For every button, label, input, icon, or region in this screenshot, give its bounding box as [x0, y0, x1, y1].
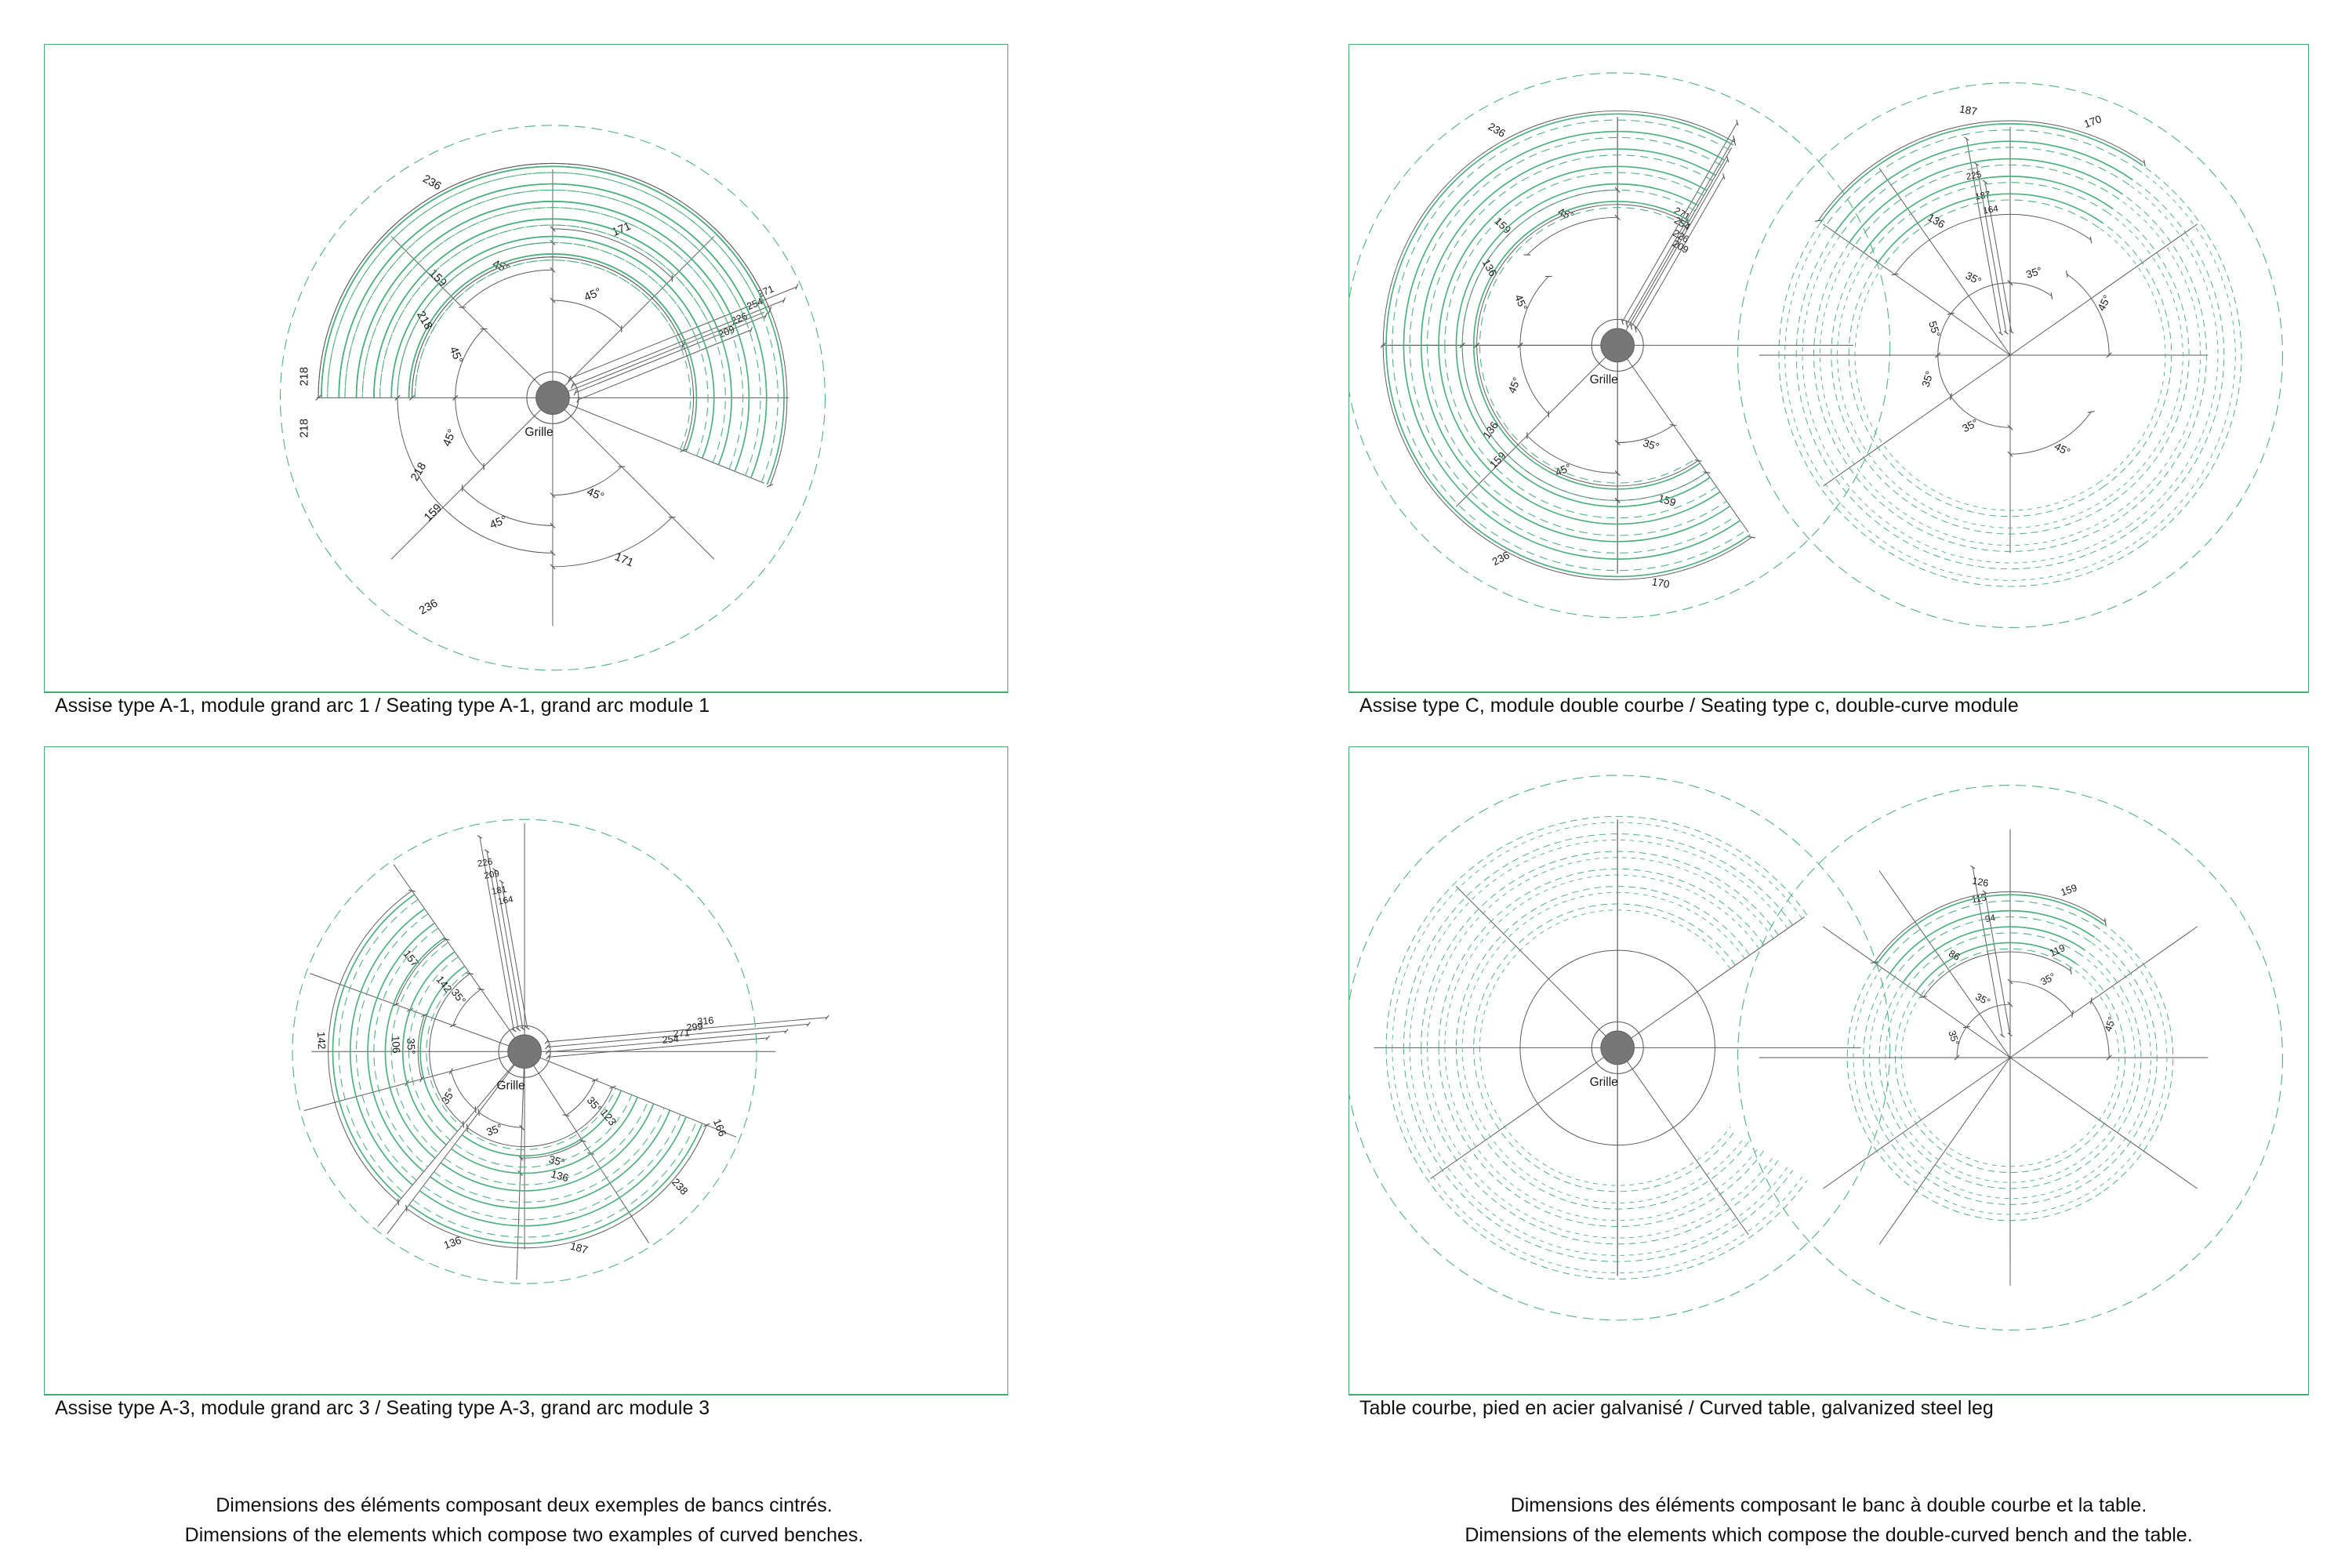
svg-text:218: 218	[408, 460, 429, 483]
svg-text:142: 142	[315, 1031, 328, 1049]
svg-text:45°: 45°	[583, 286, 603, 304]
svg-text:316: 316	[697, 1015, 714, 1028]
svg-text:136: 136	[1480, 257, 1499, 278]
svg-text:236: 236	[1490, 549, 1512, 568]
svg-text:45°: 45°	[441, 427, 459, 448]
svg-text:170: 170	[2082, 113, 2103, 130]
svg-text:236: 236	[420, 172, 443, 193]
svg-text:218: 218	[298, 367, 310, 386]
svg-text:136: 136	[1481, 419, 1501, 441]
svg-text:35°: 35°	[2039, 971, 2057, 987]
svg-text:171: 171	[613, 550, 636, 569]
svg-text:218: 218	[414, 309, 434, 332]
svg-text:136: 136	[1926, 212, 1947, 230]
svg-text:35°: 35°	[439, 1087, 458, 1106]
svg-text:Grille: Grille	[1590, 1076, 1618, 1089]
svg-text:126: 126	[1971, 875, 1989, 888]
svg-text:35°: 35°	[1946, 1029, 1961, 1047]
svg-text:187: 187	[1958, 103, 1978, 118]
svg-text:136: 136	[442, 1234, 463, 1251]
svg-text:187: 187	[569, 1240, 590, 1256]
svg-text:271: 271	[756, 283, 775, 299]
svg-text:55°: 55°	[1926, 320, 1942, 339]
svg-text:Grille: Grille	[496, 1080, 524, 1093]
svg-text:226: 226	[477, 856, 493, 869]
svg-text:35°: 35°	[1642, 437, 1661, 452]
svg-text:Grille: Grille	[524, 426, 553, 439]
svg-text:45°: 45°	[1506, 376, 1523, 395]
svg-text:35°: 35°	[1964, 270, 1984, 288]
svg-text:35°: 35°	[1973, 991, 1991, 1007]
svg-text:123: 123	[598, 1107, 619, 1128]
svg-text:35°: 35°	[2024, 265, 2043, 281]
svg-text:35°: 35°	[1920, 369, 1936, 388]
svg-text:Grille: Grille	[1590, 373, 1618, 387]
svg-text:170: 170	[1651, 575, 1671, 590]
svg-text:218: 218	[298, 419, 310, 437]
svg-text:45°: 45°	[585, 485, 605, 503]
svg-text:236: 236	[1486, 121, 1508, 140]
svg-text:236: 236	[417, 597, 440, 618]
svg-text:238: 238	[670, 1176, 690, 1197]
svg-text:166: 166	[711, 1117, 728, 1138]
svg-text:35°: 35°	[405, 1038, 417, 1054]
svg-text:159: 159	[2060, 882, 2079, 898]
